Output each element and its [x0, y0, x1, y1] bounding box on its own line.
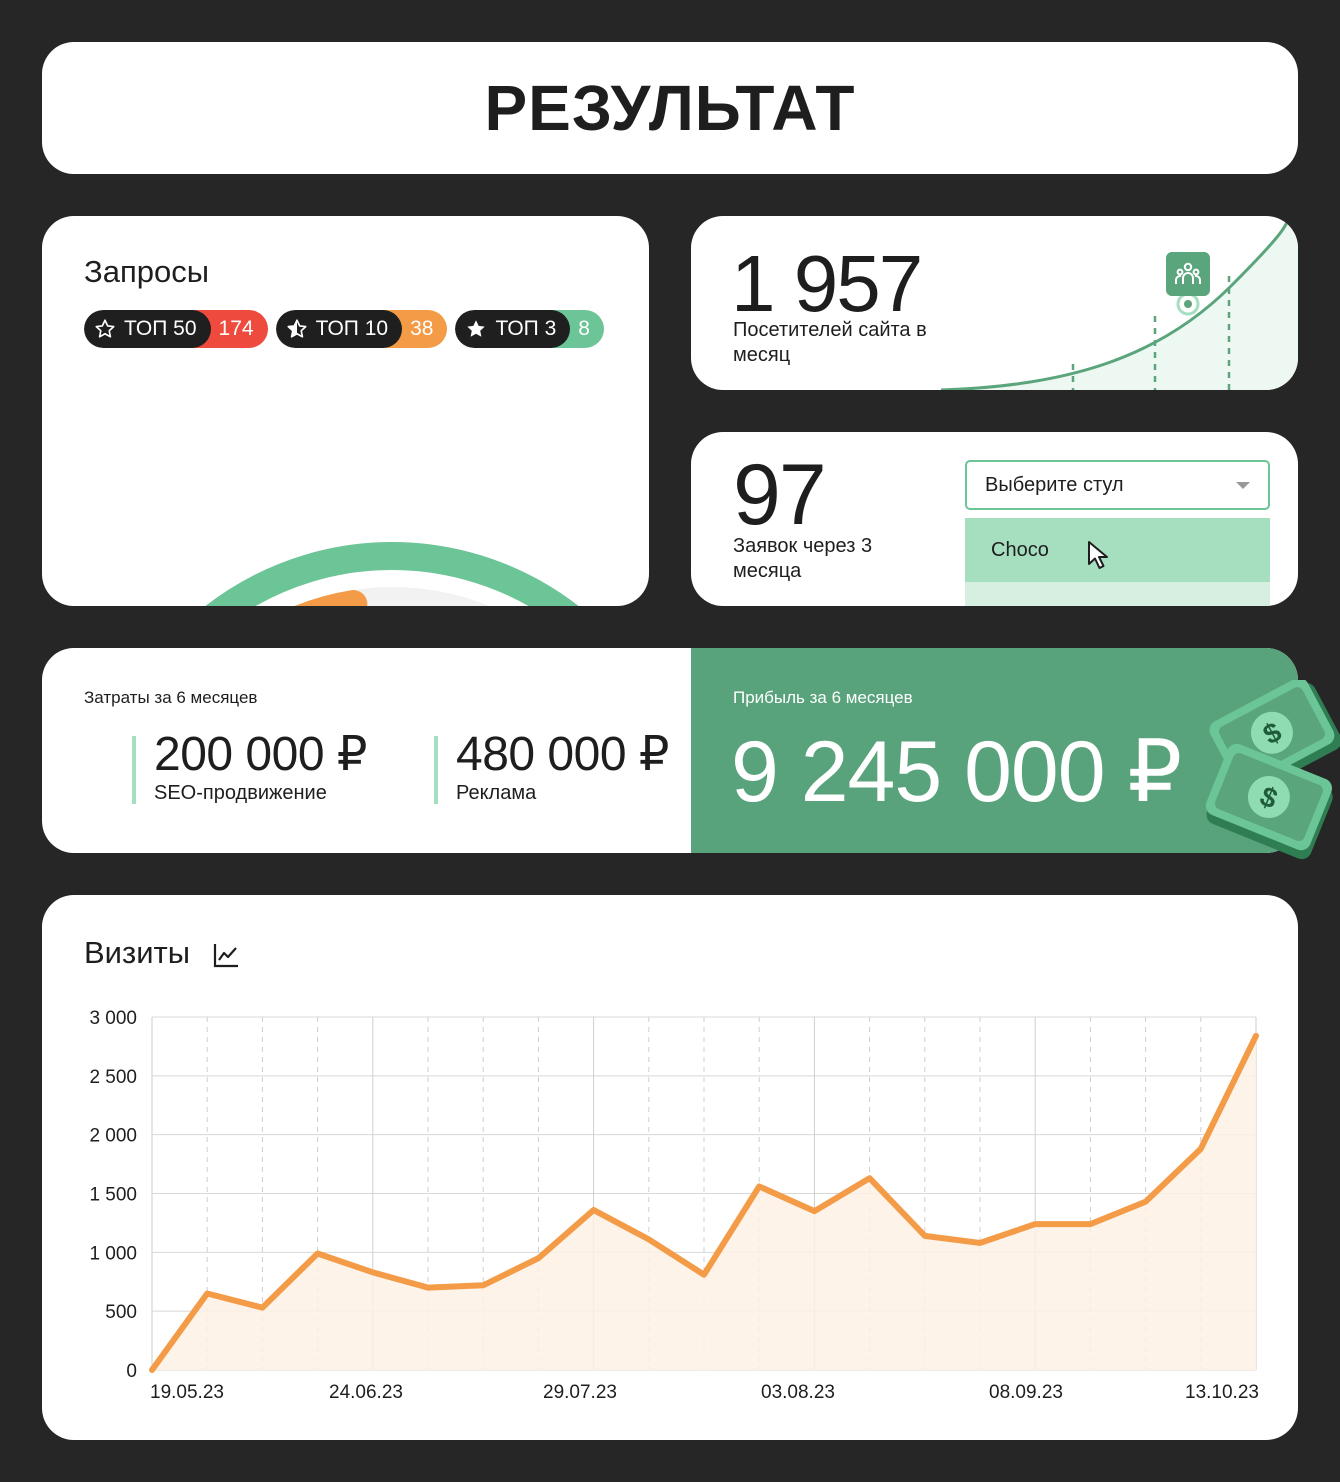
- queries-title: Запросы: [84, 254, 210, 289]
- star-filled-icon: [467, 320, 486, 337]
- title-card: РЕЗУЛЬТАТ: [42, 42, 1298, 174]
- x-tick-label: 13.10.23: [1185, 1382, 1259, 1403]
- leads-value: 97: [733, 447, 827, 543]
- line-chart-icon[interactable]: [212, 941, 240, 969]
- select-option-label: Choco: [991, 538, 1049, 561]
- profit-title: Прибыль за 6 месяцев: [733, 688, 913, 707]
- profit-value: 9 245 000 ₽: [731, 724, 1182, 820]
- visits-point: [315, 1251, 320, 1256]
- x-tick-label: 19.05.23: [150, 1382, 224, 1403]
- visits-point: [646, 1237, 651, 1242]
- visits-point: [1088, 1222, 1093, 1227]
- page-title: РЕЗУЛЬТАТ: [484, 72, 856, 144]
- y-tick-label: 2 500: [89, 1067, 137, 1088]
- visits-point: [978, 1240, 982, 1245]
- visits-point: [702, 1272, 706, 1277]
- visits-chart: 0 500 1 000 1 500 2 000 2 500 3 000 19.05.23 24…: [89, 1008, 1259, 1403]
- x-tick-label: 08.09.23: [989, 1382, 1063, 1403]
- y-tick-label: 0: [126, 1361, 137, 1382]
- pill-top10: ТОП 10 38: [275, 310, 448, 348]
- visits-point: [536, 1256, 541, 1261]
- visitors-growth-curve: [940, 216, 1298, 390]
- cursor-icon: [1088, 541, 1108, 569]
- y-tick-label: 2 000: [89, 1126, 137, 1147]
- star-half-icon: [287, 319, 307, 338]
- queries-gauge: [205, 542, 579, 606]
- costs-title: Затраты за 6 месяцев: [84, 688, 258, 707]
- select-option-next[interactable]: [965, 582, 1270, 606]
- visits-point: [205, 1291, 210, 1296]
- pill-top50: ТОП 50 174: [84, 310, 268, 348]
- x-tick-label: 24.06.23: [329, 1382, 403, 1403]
- select-option-choco[interactable]: Choco: [965, 518, 1270, 582]
- visits-card: Визиты 0 500 1 000 1 500 2 000 2 500 3 000 19.…: [42, 895, 1298, 1440]
- chair-select[interactable]: Выберите стул: [965, 460, 1270, 510]
- y-tick-label: 3 000: [89, 1008, 137, 1029]
- x-tick-label: 29.07.23: [543, 1382, 617, 1403]
- leads-card: 97 Заявок через 3 месяца Выберите стул C…: [691, 432, 1298, 606]
- visits-point: [812, 1209, 817, 1214]
- y-tick-label: 1 500: [89, 1185, 137, 1206]
- star-outline-icon: [95, 319, 115, 338]
- visits-point: [150, 1368, 154, 1372]
- x-tick-label: 03.08.23: [761, 1382, 835, 1403]
- gauge-arc-top3: [205, 542, 579, 606]
- visitors-label: Посетителей сайта в месяц: [733, 319, 927, 366]
- visits-point: [260, 1305, 265, 1310]
- cost-ads-label: Реклама: [456, 782, 537, 804]
- visits-point: [1254, 1033, 1258, 1038]
- chair-select-placeholder: Выберите стул: [985, 473, 1124, 496]
- query-pills: ТОП 50 174 ТОП 10 38 ТОП 3 8: [84, 310, 604, 348]
- visits-point: [481, 1283, 486, 1288]
- queries-card: Запросы ТОП 50 174 ТОП 10 38 ТОП 3 8: [42, 216, 649, 606]
- money-icon: $ $: [1205, 680, 1340, 860]
- y-tick-label: 1 000: [89, 1243, 137, 1264]
- pill-top3: ТОП 3 8: [455, 310, 604, 348]
- visits-point: [1143, 1199, 1148, 1204]
- visits-point: [426, 1285, 430, 1290]
- cost-ads-value: 480 000 ₽: [456, 728, 669, 781]
- cost-seo-value: 200 000 ₽: [154, 728, 367, 781]
- people-icon: [1166, 252, 1210, 296]
- profit-panel: Прибыль за 6 месяцев 9 245 000 ₽: [691, 648, 1298, 853]
- visits-point: [370, 1270, 375, 1275]
- visitors-value: 1 957: [731, 239, 923, 328]
- cost-ads: 480 000 ₽ Реклама: [434, 731, 669, 804]
- cost-seo-label: SEO-продвижение: [154, 782, 327, 804]
- visits-point: [922, 1233, 927, 1238]
- y-tick-label: 500: [105, 1302, 137, 1323]
- cost-seo: 200 000 ₽ SEO-продвижение: [132, 731, 367, 804]
- leads-label: Заявок через 3 месяца: [733, 535, 873, 582]
- visits-point: [867, 1176, 872, 1181]
- pill-top50-label: ТОП 50: [124, 317, 197, 340]
- pill-top3-label: ТОП 3: [495, 317, 557, 340]
- caret-down-icon: [1236, 482, 1250, 489]
- visitors-card: 1 957 Посетителей сайта в месяц: [691, 216, 1298, 390]
- visits-point: [757, 1184, 762, 1189]
- pill-top10-label: ТОП 10: [315, 317, 389, 340]
- visits-point: [1033, 1222, 1038, 1227]
- visits-area: [152, 1035, 1256, 1370]
- visits-point: [1198, 1146, 1203, 1151]
- visits-point: [591, 1207, 596, 1212]
- costs-profit-card: Затраты за 6 месяцев 200 000 ₽ SEO-продв…: [42, 648, 1298, 853]
- visits-title: Визиты: [84, 935, 191, 970]
